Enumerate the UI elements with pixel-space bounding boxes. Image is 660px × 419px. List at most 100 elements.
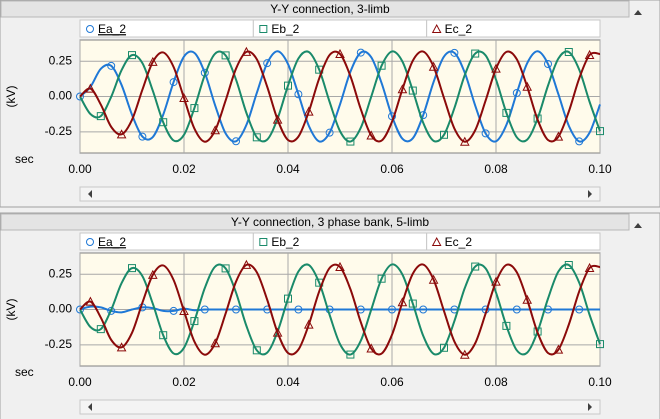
title-bar (0, 0, 630, 18)
scrollbar[interactable] (79, 399, 601, 415)
marker (366, 130, 377, 140)
y-tick-label: 0.00 (49, 89, 73, 103)
marker (232, 137, 240, 146)
chart-title: Y-Y connection, 3 phase bank, 5-limb (231, 215, 429, 229)
marker (241, 46, 252, 56)
x-tick-label: 0.10 (588, 162, 612, 176)
marker (210, 125, 221, 135)
marker (564, 261, 573, 270)
marker (147, 56, 158, 66)
marker (502, 321, 511, 330)
x-axis-label: sec (15, 152, 34, 166)
marker (232, 305, 240, 314)
legend-marker (259, 238, 268, 246)
marker (512, 88, 521, 97)
x-tick-label: 0.08 (484, 375, 508, 389)
marker (596, 127, 604, 136)
marker (346, 350, 355, 359)
marker (335, 48, 345, 58)
series-layer (76, 259, 604, 359)
panel-menu-arrow[interactable] (634, 10, 642, 15)
marker (471, 49, 480, 58)
marker (85, 296, 96, 306)
scrollbar[interactable] (79, 186, 601, 202)
marker (210, 338, 221, 348)
marker (138, 132, 147, 141)
marker (471, 262, 480, 271)
legend-label[interactable]: Eb_2 (271, 235, 299, 249)
scroll-left[interactable] (88, 403, 92, 411)
marker (428, 61, 439, 71)
marker (564, 48, 573, 57)
scroll-right[interactable] (588, 403, 592, 411)
marker (388, 305, 396, 314)
marker (408, 86, 417, 95)
marker (272, 327, 283, 337)
x-tick-label: 0.06 (380, 375, 404, 389)
marker (241, 259, 252, 269)
marker (85, 83, 96, 93)
x-tick-label: 0.00 (68, 375, 92, 389)
marker (303, 106, 314, 116)
marker (190, 104, 199, 113)
marker (575, 305, 584, 314)
legend-marker (431, 236, 442, 246)
y-axis-label: (kV) (4, 86, 18, 108)
marker (107, 61, 116, 70)
marker (356, 48, 365, 57)
marker (481, 129, 490, 138)
marker (263, 59, 272, 68)
scroll-right[interactable] (588, 190, 592, 198)
marker (179, 92, 189, 103)
y-tick-label: -0.25 (45, 124, 73, 138)
legend-cell[interactable] (426, 19, 601, 38)
title-bar (0, 213, 630, 231)
series-layer (76, 46, 604, 146)
marker (169, 306, 178, 315)
marker (397, 84, 408, 94)
marker (294, 305, 303, 314)
marker (584, 262, 595, 272)
marker (252, 133, 261, 142)
legend-marker (86, 238, 94, 246)
marker (128, 264, 136, 273)
scroll-left[interactable] (88, 190, 92, 198)
y-tick-label: 0.25 (49, 266, 73, 280)
marker (419, 305, 428, 314)
legend-label[interactable]: Eb_2 (271, 22, 299, 36)
legend-cell[interactable] (426, 232, 601, 251)
marker (116, 129, 127, 139)
marker (325, 128, 334, 137)
marker (159, 331, 168, 340)
marker (512, 305, 521, 314)
marker (179, 305, 189, 316)
marker (284, 81, 292, 90)
marker (491, 63, 501, 73)
panel-menu-arrow[interactable] (634, 223, 642, 228)
marker (76, 305, 84, 314)
legend-label[interactable]: Ea_2 (98, 235, 126, 249)
marker (200, 305, 209, 314)
marker (366, 343, 377, 353)
legend-label[interactable]: Ec_2 (445, 235, 473, 249)
y-tick-label: -0.25 (45, 337, 73, 351)
marker (159, 118, 168, 127)
series-line (79, 263, 601, 356)
marker (544, 60, 552, 69)
marker (272, 114, 283, 124)
marker (584, 49, 595, 59)
x-tick-label: 0.00 (68, 162, 92, 176)
legend-label[interactable]: Ea_2 (98, 22, 126, 36)
marker (335, 261, 345, 271)
marker (502, 108, 511, 117)
marker (428, 274, 439, 284)
marker (575, 137, 584, 146)
x-tick-label: 0.08 (484, 162, 508, 176)
marker (491, 276, 501, 286)
marker (252, 346, 261, 355)
legend-label[interactable]: Ec_2 (445, 22, 473, 36)
series-line (79, 50, 601, 143)
marker (459, 349, 470, 359)
